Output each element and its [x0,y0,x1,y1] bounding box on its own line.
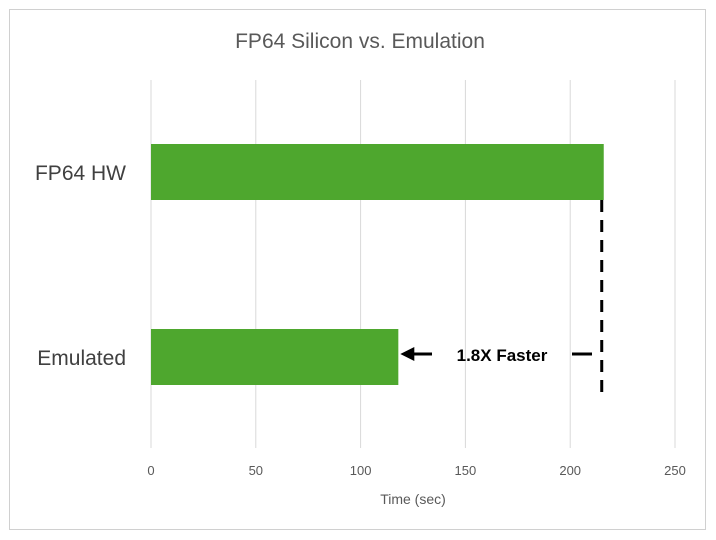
annotation-arrow-head [400,347,415,361]
category-label-1: Emulated [37,347,126,370]
x-tick-label-4: 200 [559,463,581,478]
bar-fp64-hw [151,144,604,200]
annotation-label: 1.8X Faster [457,346,548,365]
x-tick-label-2: 100 [350,463,372,478]
category-label-0: FP64 HW [35,162,126,185]
chart-title: FP64 Silicon vs. Emulation [235,30,485,53]
x-tick-label-5: 250 [664,463,686,478]
x-axis-title: Time (sec) [380,491,446,507]
gridlines [150,80,676,448]
annotation: 1.8X Faster [400,200,604,394]
x-tick-label-0: 0 [147,463,154,478]
x-tick-labels: 0 50 100 150 200 250 [147,463,685,478]
x-tick-label-3: 150 [455,463,477,478]
chart-frame [9,9,706,530]
category-labels: FP64 HW Emulated [35,162,126,370]
x-tick-label-1: 50 [249,463,263,478]
bar-emulated [151,329,399,385]
bars [151,144,604,385]
